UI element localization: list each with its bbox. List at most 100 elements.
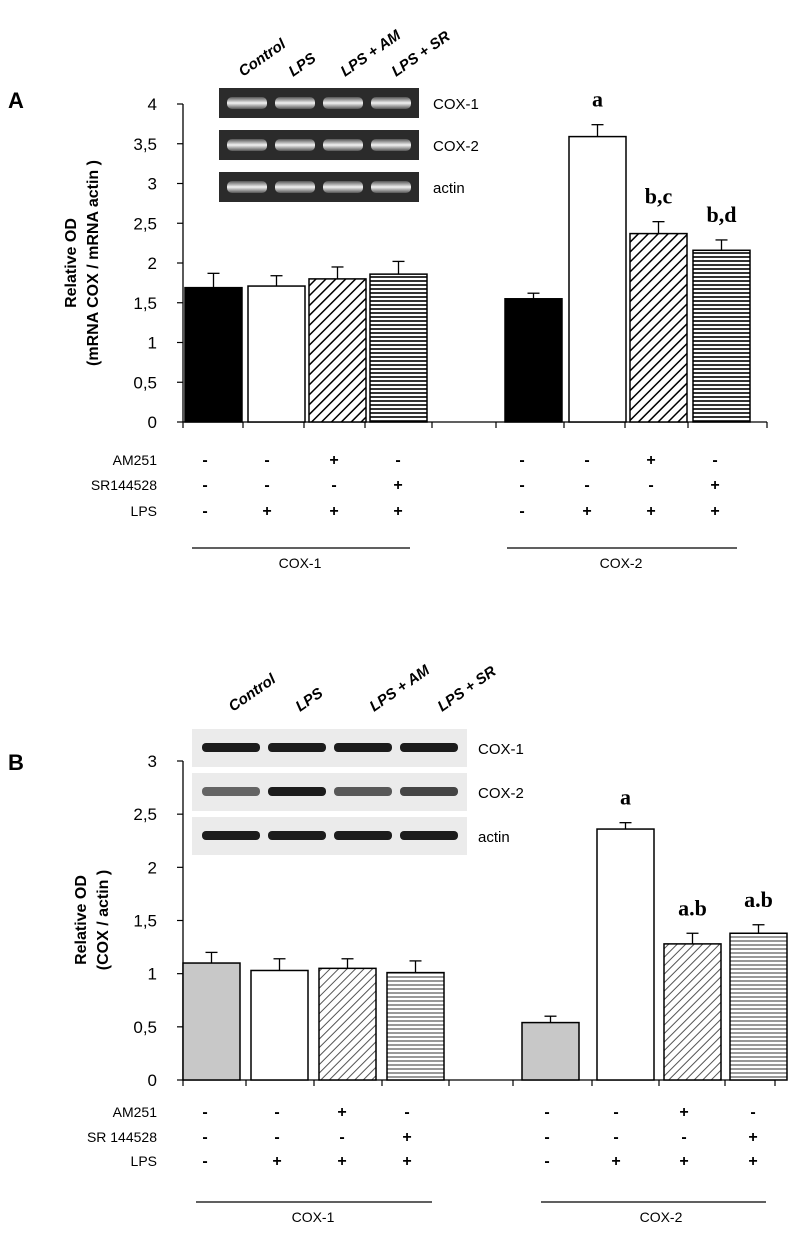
treatment-sign: + bbox=[393, 503, 402, 520]
treatment-sign: - bbox=[202, 1129, 207, 1146]
bar bbox=[596, 828, 655, 1081]
bar bbox=[521, 1021, 580, 1081]
treatment-sign: + bbox=[402, 1129, 411, 1146]
treatment-sign: + bbox=[679, 1153, 688, 1170]
blot-row-label: COX-2 bbox=[478, 785, 524, 802]
treatment-sign: - bbox=[681, 1129, 686, 1146]
treatment-sign: - bbox=[331, 477, 336, 494]
blot-band bbox=[334, 787, 392, 796]
significance-label: a.b bbox=[678, 895, 707, 920]
treatment-sign: - bbox=[584, 452, 589, 469]
blot-band bbox=[268, 787, 326, 796]
bar bbox=[369, 273, 428, 423]
blot-row-label: COX-1 bbox=[433, 96, 479, 113]
y-axis-label-units: (mRNA COX / mRNA actin ) bbox=[85, 160, 102, 366]
treatment-sign: - bbox=[202, 452, 207, 469]
gel-band bbox=[323, 139, 363, 151]
lane-label: LPS + SR bbox=[435, 663, 500, 716]
lane-label: LPS bbox=[293, 685, 327, 716]
treatment-sign: + bbox=[272, 1153, 281, 1170]
blot-band bbox=[400, 787, 458, 796]
treatment-sign: + bbox=[748, 1153, 757, 1170]
gel-band bbox=[323, 181, 363, 193]
panel-letter: B bbox=[8, 750, 24, 775]
y-axis-label: Relative OD bbox=[73, 875, 90, 965]
treatment-sign: - bbox=[274, 1129, 279, 1146]
treatment-label: AM251 bbox=[113, 1104, 158, 1120]
y-tick-label: 1,5 bbox=[133, 912, 157, 931]
bar bbox=[250, 969, 309, 1081]
y-axis-label: Relative OD bbox=[63, 218, 80, 308]
significance-label: a bbox=[620, 785, 631, 810]
y-tick-label: 1 bbox=[148, 965, 157, 984]
blot-band bbox=[268, 831, 326, 840]
blot-band bbox=[268, 743, 326, 752]
treatment-sign: - bbox=[519, 477, 524, 494]
blot-band bbox=[400, 743, 458, 752]
gel-band bbox=[275, 181, 315, 193]
treatment-sign: - bbox=[544, 1153, 549, 1170]
y-tick-label: 3 bbox=[148, 752, 157, 771]
treatment-label: AM251 bbox=[113, 452, 158, 468]
treatment-sign: + bbox=[337, 1104, 346, 1121]
treatment-sign: + bbox=[262, 503, 271, 520]
blot-band bbox=[202, 831, 260, 840]
panel-letter: A bbox=[8, 88, 24, 113]
treatment-sign: - bbox=[339, 1129, 344, 1146]
treatment-sign: - bbox=[264, 477, 269, 494]
gel-band bbox=[227, 181, 267, 193]
bar bbox=[568, 135, 627, 423]
treatment-sign: - bbox=[613, 1104, 618, 1121]
treatment-sign: - bbox=[202, 503, 207, 520]
lane-label: LPS bbox=[286, 50, 320, 81]
treatment-sign: - bbox=[264, 452, 269, 469]
y-tick-label: 1 bbox=[148, 334, 157, 353]
treatment-sign: - bbox=[544, 1104, 549, 1121]
significance-label: b,c bbox=[645, 184, 673, 209]
bar bbox=[504, 298, 563, 423]
significance-label: a.b bbox=[744, 887, 773, 912]
gel-band bbox=[323, 97, 363, 109]
gel-band bbox=[227, 139, 267, 151]
significance-label: b,d bbox=[707, 202, 737, 227]
treatment-sign: - bbox=[202, 1153, 207, 1170]
lane-label: Control bbox=[226, 670, 280, 715]
y-tick-label: 4 bbox=[148, 95, 157, 114]
treatment-sign: + bbox=[393, 477, 402, 494]
treatment-sign: + bbox=[329, 452, 338, 469]
treatment-sign: + bbox=[710, 503, 719, 520]
chart-panel-a: A 0 0,5 1 1,5 2 2,5 3 3,5 4 Relative OD (mRNA COX /… bbox=[8, 26, 768, 571]
group-label: COX-1 bbox=[279, 555, 322, 571]
treatment-sign: + bbox=[646, 503, 655, 520]
bar bbox=[663, 943, 722, 1081]
bar bbox=[184, 286, 243, 423]
y-tick-label: 2 bbox=[148, 254, 157, 273]
blot-band bbox=[400, 831, 458, 840]
blot-band bbox=[202, 743, 260, 752]
lane-label: LPS + AM bbox=[367, 661, 434, 715]
treatment-label: SR144528 bbox=[91, 477, 157, 493]
bar bbox=[692, 249, 751, 423]
blot-row-label: actin bbox=[433, 180, 465, 197]
bar bbox=[386, 971, 445, 1081]
treatment-sign: + bbox=[611, 1153, 620, 1170]
bar bbox=[182, 962, 241, 1081]
blot-row-label: COX-2 bbox=[433, 138, 479, 155]
y-tick-label: 0 bbox=[148, 413, 157, 432]
gel-band bbox=[371, 181, 411, 193]
treatment-label: LPS bbox=[131, 503, 157, 519]
blot-band bbox=[202, 787, 260, 796]
treatment-sign: - bbox=[544, 1129, 549, 1146]
blot-band bbox=[334, 831, 392, 840]
bar bbox=[729, 932, 788, 1081]
y-tick-label: 0,5 bbox=[133, 373, 157, 392]
treatment-sign: + bbox=[337, 1153, 346, 1170]
gel-band bbox=[371, 139, 411, 151]
treatment-sign: + bbox=[748, 1129, 757, 1146]
y-tick-label: 3 bbox=[148, 175, 157, 194]
treatment-sign: + bbox=[646, 452, 655, 469]
treatment-sign: - bbox=[395, 452, 400, 469]
bar bbox=[318, 967, 377, 1081]
gel-band bbox=[227, 97, 267, 109]
